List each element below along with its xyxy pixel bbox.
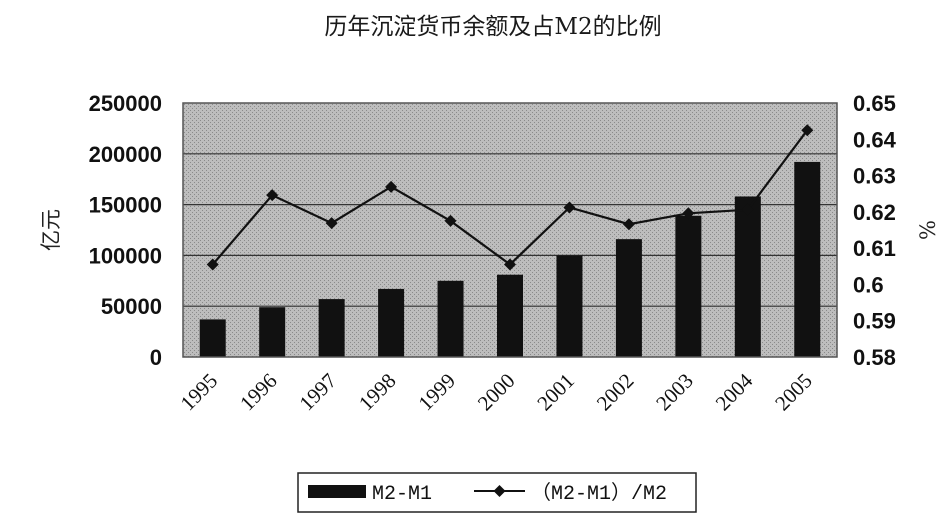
x-tick-label: 2000 [473,369,520,416]
legend-label-line: （M2-M1）/M2 [531,481,667,506]
bar [259,307,286,357]
point [801,124,814,137]
y2-tick-label: 0.58 [853,345,896,370]
bar [378,288,405,357]
y2-tick-label: 0.62 [853,200,896,225]
y-tick-label: 50000 [101,294,162,319]
legend-label-bar: M2-M1 [372,483,432,506]
point [444,214,457,227]
point [385,180,398,193]
x-tick-label: 2005 [770,369,817,416]
point [206,258,219,271]
bar-series [199,161,821,357]
y2-tick-label: 0.64 [853,127,897,152]
y-tick-label: 0 [150,345,162,370]
plot-border [182,102,838,358]
bar [675,215,702,357]
x-tick-label: 2004 [711,368,758,415]
bar [615,239,642,357]
point [325,217,338,230]
bar [794,161,821,357]
x-tick-label: 1998 [354,369,401,416]
y-tick-label: 250000 [89,91,162,116]
bar [318,299,345,357]
bar [734,196,761,357]
y-axis-left: 0 50000 100000 150000 200000 250000 [89,91,162,370]
bar [437,280,464,357]
bar [199,319,226,357]
chart-title: 历年沉淀货币余额及占M2的比例 [324,14,661,40]
point [622,218,635,231]
y2-tick-label: 0.59 [853,309,896,334]
x-tick-label: 1999 [413,369,460,416]
x-tick-label: 1996 [235,369,282,416]
legend: M2-M1 （M2-M1）/M2 [297,472,697,513]
y-axis-label: 亿元 [39,209,63,251]
point [682,207,695,220]
x-tick-label: 2001 [532,369,579,416]
x-tick-label: 1995 [176,369,223,416]
line-series [206,124,814,271]
x-tick-label: 2003 [651,369,698,416]
y2-tick-label: 0.65 [853,91,896,116]
y2-tick-label: 0.6 [853,272,884,297]
y-tick-label: 100000 [89,243,162,268]
y2-tick-label: 0.61 [853,236,896,261]
point [504,258,516,271]
bar [556,255,583,357]
legend-swatch-bar [308,485,366,498]
point [563,201,576,214]
bar [497,274,523,357]
point [266,189,279,202]
y2-axis-label: % [916,220,940,240]
x-axis: 1995 1996 1997 1998 1999 2000 2001 2002 2003 2004… [176,368,817,415]
legend-swatch-marker [493,485,506,497]
point [741,203,754,216]
x-tick-label: 1997 [295,369,342,416]
y2-tick-label: 0.63 [853,164,896,189]
y-axis-right: 0.58 0.59 0.6 0.61 0.62 0.63 0.64 0.65 [853,91,897,370]
y-tick-label: 150000 [89,193,162,218]
x-tick-label: 2002 [592,369,639,416]
y-tick-label: 200000 [89,142,162,167]
